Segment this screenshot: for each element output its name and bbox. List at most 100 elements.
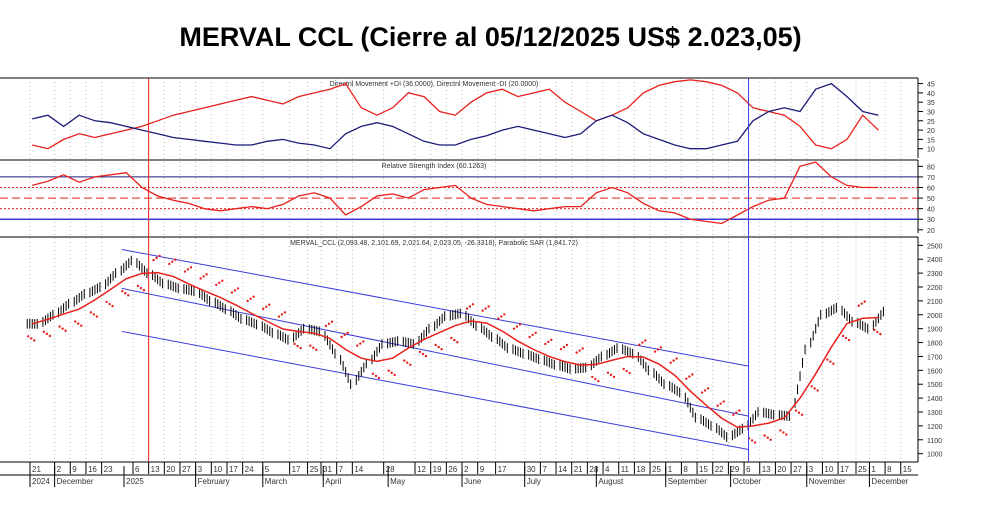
channel-upper: [121, 249, 749, 367]
parabolic-sar-dot: [221, 279, 224, 282]
parabolic-sar-dot: [669, 361, 672, 364]
parabolic-sar-dot: [841, 334, 845, 338]
x-tick-label: 16: [88, 465, 97, 474]
parabolic-sar-dot: [860, 302, 863, 305]
x-tick-label: 28: [386, 465, 395, 474]
series-rsi-line: [32, 161, 879, 225]
x-tick-label: 17: [840, 465, 849, 474]
parabolic-sar-dot: [142, 288, 146, 292]
parabolic-sar-dot: [753, 441, 757, 444]
x-tick-label: 25: [858, 465, 867, 474]
parabolic-sar-dot: [769, 438, 772, 441]
parabolic-sar-dot: [622, 367, 625, 371]
parabolic-sar-dot: [327, 322, 331, 326]
channel-middle: [121, 287, 749, 417]
parabolic-sar-dot: [252, 295, 255, 298]
parabolic-sar-dot: [857, 304, 860, 307]
parabolic-sar-dot: [722, 400, 725, 403]
parabolic-sar-dot: [816, 389, 819, 392]
x-tick-label: 17: [292, 465, 301, 474]
parabolic-sar-dot: [362, 340, 365, 343]
y-tick-label: 60: [927, 186, 935, 193]
y-tick-label: 25: [927, 119, 935, 126]
parabolic-sar-dot: [92, 313, 96, 316]
parabolic-sar-dot: [424, 354, 428, 358]
y-tick-label: 50: [927, 196, 935, 203]
month-label: April: [325, 477, 341, 486]
x-tick-label: 20: [777, 465, 786, 474]
parabolic-sar-dot: [644, 339, 647, 342]
parabolic-sar-dot: [534, 331, 537, 335]
y-tick-label: 30: [927, 109, 935, 116]
parabolic-sar-dot: [437, 345, 440, 349]
parabolic-sar-dot: [299, 346, 302, 350]
parabolic-sar-dot: [158, 254, 161, 258]
x-tick-label: 26: [448, 465, 457, 474]
parabolic-sar-dot: [468, 305, 472, 308]
x-tick-label: 21: [574, 465, 583, 474]
dmi-title: Directnl Movement +DI (36.0000), Directn…: [330, 81, 539, 88]
month-label: June: [464, 477, 482, 486]
parabolic-sar-dot: [703, 389, 707, 392]
parabolic-sar-dot: [218, 281, 221, 285]
parabolic-sar-dot: [672, 359, 675, 362]
parabolic-sar-dot: [421, 352, 425, 356]
parabolic-sar-dot: [481, 309, 484, 312]
parabolic-sar-dot: [186, 268, 190, 271]
parabolic-sar-dot: [152, 258, 155, 262]
parabolic-sar-dot: [95, 315, 99, 318]
parabolic-sar-dot: [832, 362, 835, 365]
parabolic-sar-dot: [61, 327, 64, 330]
parabolic-sar-dot: [168, 262, 171, 266]
parabolic-sar-dot: [262, 307, 265, 311]
parabolic-sar-dot: [406, 361, 409, 364]
parabolic-sar-dot: [340, 335, 343, 339]
parabolic-sar-dot: [688, 375, 691, 378]
parabolic-sar-dot: [265, 305, 268, 308]
x-tick-label: 29: [730, 465, 739, 474]
x-tick-label: 11: [621, 465, 630, 474]
parabolic-sar-dot: [371, 372, 375, 376]
x-tick-label: 9: [480, 465, 485, 474]
parabolic-sar-dot: [315, 348, 318, 352]
parabolic-sar-dot: [174, 258, 177, 261]
x-tick-label: 10: [824, 465, 833, 474]
parabolic-sar-dot: [847, 338, 851, 342]
parabolic-sar-dot: [236, 287, 240, 290]
parabolic-sar-dot: [716, 404, 719, 407]
parabolic-sar-dot: [296, 344, 299, 348]
parabolic-sar-dot: [202, 275, 205, 278]
parabolic-sar-dot: [503, 313, 506, 316]
parabolic-sar-dot: [183, 270, 187, 273]
parabolic-sar-dot: [810, 385, 813, 388]
parabolic-sar-dot: [497, 317, 500, 320]
x-tick-label: 25: [310, 465, 319, 474]
parabolic-sar-dot: [863, 300, 866, 303]
y-tick-label: 1300: [927, 410, 943, 417]
parabolic-sar-dot: [719, 402, 722, 405]
parabolic-sar-dot: [136, 284, 140, 288]
month-label: September: [668, 477, 707, 486]
month-label: December: [871, 477, 908, 486]
parabolic-sar-dot: [528, 335, 531, 339]
parabolic-sar-dot: [732, 413, 735, 416]
parabolic-sar-dot: [625, 369, 628, 373]
parabolic-sar-dot: [309, 344, 312, 347]
x-tick-label: 31: [323, 465, 332, 474]
parabolic-sar-dot: [531, 333, 534, 337]
parabolic-sar-dot: [205, 273, 208, 276]
x-tick-label: 17: [229, 465, 238, 474]
x-tick-label: 15: [699, 465, 708, 474]
moving-average-line: [32, 271, 879, 429]
parabolic-sar-dot: [233, 289, 237, 292]
month-label: March: [265, 477, 287, 486]
parabolic-sar-dot: [565, 343, 569, 347]
y-tick-label: 2200: [927, 285, 943, 292]
y-tick-label: 15: [927, 137, 935, 144]
parabolic-sar-dot: [518, 323, 522, 326]
parabolic-sar-dot: [591, 375, 594, 379]
parabolic-sar-dot: [879, 332, 882, 336]
parabolic-sar-dot: [30, 337, 33, 340]
parabolic-sar-dot: [594, 377, 597, 381]
